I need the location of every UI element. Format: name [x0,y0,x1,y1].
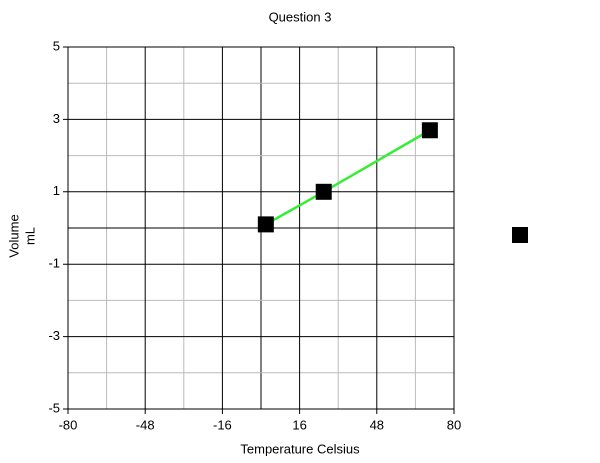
y-axis-label-line: mL [22,227,37,245]
point [257,216,274,233]
y-axis-label: Volume mL [6,214,37,257]
x-tick-label: 16 [292,417,306,432]
point [421,122,438,139]
point [315,183,332,200]
x-tick-label: 48 [370,417,384,432]
y-axis-label-line: Volume [6,214,21,257]
y-tick-label: -1 [48,256,60,271]
x-tick-label: 80 [447,417,461,432]
y-tick-label: 1 [53,183,60,198]
x-axis-label: Temperature Celsius [240,441,360,456]
y-tick-label: -5 [48,400,60,415]
x-tick-label: -80 [59,417,78,432]
y-tick-label: -3 [48,328,60,343]
chart-title: Question 3 [269,9,332,24]
x-tick-label: -16 [213,417,232,432]
line [265,129,431,226]
y-tick-label: 3 [53,111,60,126]
legend-marker [512,227,528,243]
x-tick-label: -48 [136,417,155,432]
y-tick-label: 5 [53,38,60,53]
